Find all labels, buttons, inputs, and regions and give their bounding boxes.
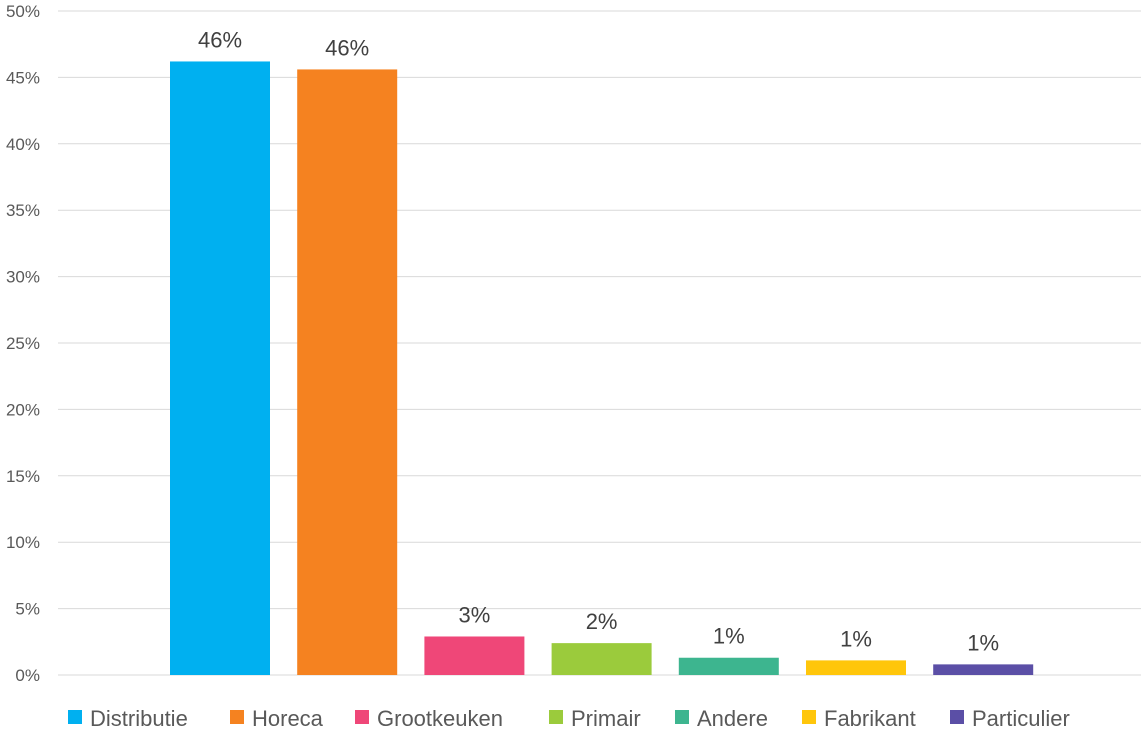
data-label-andere: 1% (713, 624, 745, 649)
bars (170, 61, 1034, 676)
legend-swatch-andere (675, 710, 689, 724)
y-tick-label: 40% (6, 135, 40, 154)
legend-label-distributie: Distributie (90, 706, 188, 731)
data-label-grootkeuken: 3% (459, 602, 491, 627)
y-tick-label: 35% (6, 201, 40, 220)
bar-horeca (297, 69, 398, 675)
legend-label-andere: Andere (697, 706, 768, 731)
data-label-primair: 2% (586, 609, 618, 634)
legend-swatch-particulier (950, 710, 964, 724)
data-label-horeca: 46% (325, 35, 369, 60)
data-labels: 46% 46% 3% 2% 1% 1% 1% (198, 27, 999, 655)
y-tick-label: 30% (6, 268, 40, 287)
bar-fabrikant (806, 660, 906, 675)
y-tick-label: 50% (6, 2, 40, 21)
legend-swatch-horeca (230, 710, 244, 724)
y-axis: 0% 5% 10% 15% 20% 25% 30% 35% 40% 45% 50% (6, 2, 40, 685)
y-tick-label: 0% (15, 666, 40, 685)
legend-label-horeca: Horeca (252, 706, 324, 731)
y-tick-label: 5% (15, 600, 40, 619)
y-tick-label: 10% (6, 533, 40, 552)
legend-swatch-grootkeuken (355, 710, 369, 724)
legend-label-fabrikant: Fabrikant (824, 706, 916, 731)
data-label-particulier: 1% (967, 630, 999, 655)
legend-label-grootkeuken: Grootkeuken (377, 706, 503, 731)
bar-particulier (933, 664, 1034, 675)
data-label-fabrikant: 1% (840, 626, 872, 651)
bar-distributie (170, 61, 270, 676)
legend-swatch-primair (549, 710, 563, 724)
legend-label-primair: Primair (571, 706, 641, 731)
legend-swatch-distributie (68, 710, 82, 724)
legend-swatch-fabrikant (802, 710, 816, 724)
bar-andere (678, 657, 779, 675)
bar-primair (551, 643, 652, 675)
legend-label-particulier: Particulier (972, 706, 1070, 731)
data-label-distributie: 46% (198, 27, 242, 52)
y-tick-label: 25% (6, 334, 40, 353)
y-tick-label: 45% (6, 68, 40, 87)
y-tick-label: 15% (6, 467, 40, 486)
bar-grootkeuken (424, 636, 525, 675)
legend: Distributie Horeca Grootkeuken Primair Ander… (68, 706, 1070, 731)
y-tick-label: 20% (6, 400, 40, 419)
